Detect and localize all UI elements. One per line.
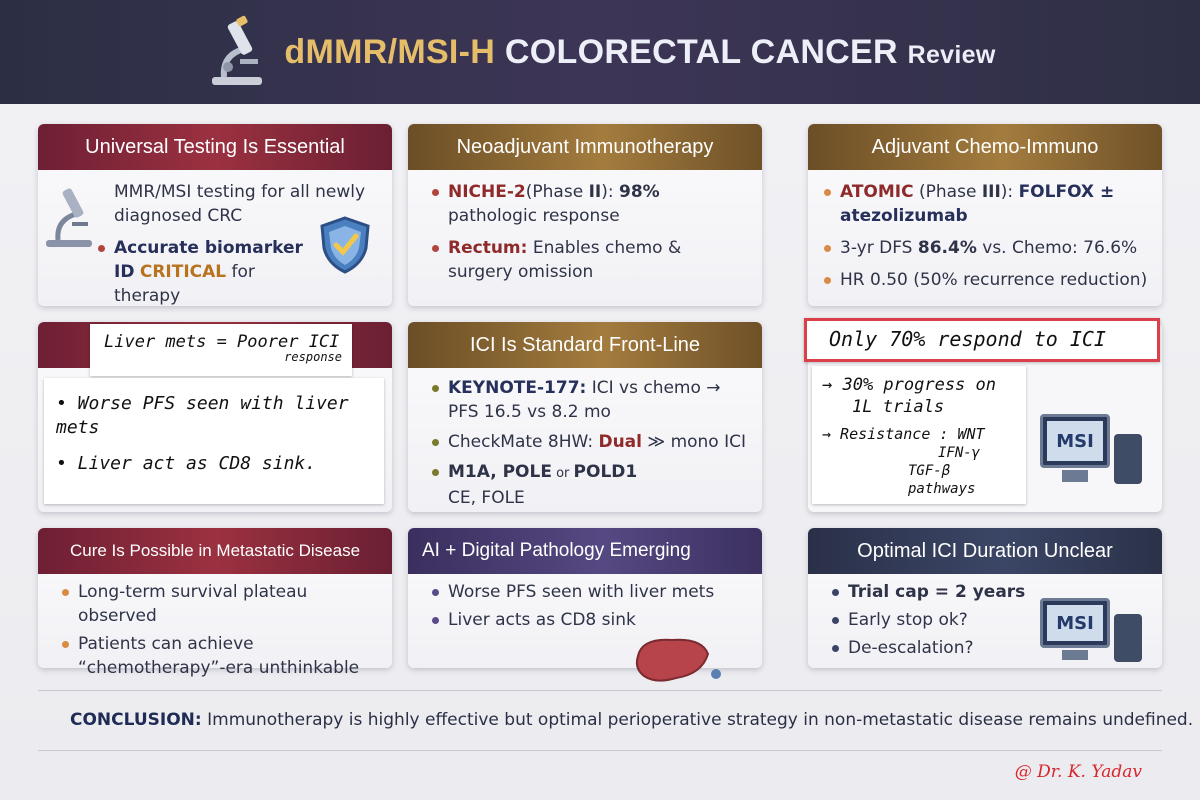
title-part-3: Review <box>907 40 996 69</box>
pole-line2: CE, FOLE <box>448 488 525 508</box>
conclusion: CONCLUSION: Immunotherapy is highly effe… <box>70 710 1193 730</box>
universal-p2-rest: for therapy <box>114 262 255 306</box>
page-title: dMMR/MSI-H COLORECTAL CANCER Review <box>284 33 995 72</box>
ici-point-3: M1A, POLE or POLD1 CE, FOLE <box>430 460 746 510</box>
msi-badge: MSI <box>1047 605 1103 641</box>
neoadjuvant-point-2: Rectum: Enables chemo & surgery omission <box>430 236 746 284</box>
card-universal-title: Universal Testing Is Essential <box>38 124 392 170</box>
niche2-rest: pathologic response <box>448 206 620 226</box>
adjuvant-point-2: 3-yr DFS 86.4% vs. Chemo: 76.6% <box>822 236 1154 260</box>
dfs-c: vs. Chemo: 76.6% <box>976 238 1138 258</box>
ici-point-2: CheckMate 8HW: Dual ≫ mono ICI <box>430 430 746 454</box>
card-duration: Optimal ICI Duration Unclear Trial cap =… <box>808 528 1162 668</box>
dfs-a: 3-yr DFS <box>840 238 918 258</box>
page-header: dMMR/MSI-H COLORECTAL CANCER Review <box>0 0 1200 104</box>
universal-point-1: MMR/MSI testing for all newly diagnosed … <box>114 182 366 226</box>
niche2-label: NICHE-2 <box>448 182 526 202</box>
liver-note-line2: response <box>284 350 342 364</box>
separator-top <box>38 690 1162 691</box>
card-liver-note: Liver mets = Poorer ICI response • Worse… <box>38 322 392 512</box>
duration-point-2: Early stop ok? <box>830 608 1146 632</box>
cure-point-2: Patients can achieve “chemotherapy”-era … <box>60 632 376 680</box>
atomic-phase-b: III <box>981 182 1001 202</box>
msi-computer-icon: MSI <box>1040 414 1146 488</box>
pole-b: or <box>551 466 574 481</box>
neoadjuvant-point-1: NICHE-2(Phase II): 98% pathologic respon… <box>430 180 746 228</box>
niche2-phase-c: ): <box>601 182 619 202</box>
msi-computer-icon: MSI <box>1040 598 1146 664</box>
liver-body-note: • Worse PFS seen with liver mets • Liver… <box>44 378 384 504</box>
card-adjuvant-title: Adjuvant Chemo-Immuno <box>808 124 1162 170</box>
atomic-drug: FOLFOX ± atezolizumab <box>840 182 1115 226</box>
shield-check-icon <box>320 216 370 274</box>
respond-note-5: TGF-β pathways <box>908 463 976 497</box>
atomic-phase-a: (Phase <box>913 182 982 202</box>
respond-note-4: IFN-γ <box>938 445 981 461</box>
card-ai-title: AI + Digital Pathology Emerging <box>408 528 762 574</box>
card-adjuvant: Adjuvant Chemo-Immuno ATOMIC (Phase III)… <box>808 124 1162 306</box>
niche2-phase-b: II <box>588 182 602 202</box>
respond-note-2: 1L trials <box>852 397 945 417</box>
adjuvant-point-1: ATOMIC (Phase III): FOLFOX ± atezolizuma… <box>822 180 1154 228</box>
liver-header-note: Liver mets = Poorer ICI response <box>90 324 352 376</box>
respond-note-1: → 30% progress on <box>822 375 996 395</box>
ai-point-2: Liver acts as CD8 sink <box>430 608 746 632</box>
separator-bottom <box>38 750 1162 751</box>
card-duration-title: Optimal ICI Duration Unclear <box>808 528 1162 574</box>
liver-note-line1: Liver mets = Poorer ICI <box>104 332 340 352</box>
adjuvant-point-3: HR 0.50 (50% recurrence reduction) <box>822 268 1154 292</box>
rectum-rest: Enables chemo & surgery omission <box>448 238 682 282</box>
ai-point-1: Worse PFS seen with liver mets <box>430 580 746 604</box>
pole-a: M1A, POLE <box>448 462 552 482</box>
respond-note-3: → Resistance : WNT <box>822 425 985 443</box>
atomic-label: ATOMIC <box>840 182 914 202</box>
universal-point-2: Accurate biomarker ID CRITICAL for thera… <box>96 236 306 308</box>
card-ai: AI + Digital Pathology Emerging Worse PF… <box>408 528 762 682</box>
niche2-phase-a: (Phase <box>525 182 589 202</box>
card-universal-testing: Universal Testing Is Essential MMR/MSI t… <box>38 124 392 306</box>
liver-icon <box>635 638 721 682</box>
microscope-icon <box>212 15 263 85</box>
card-cure: Cure Is Possible in Metastatic Disease L… <box>38 528 392 678</box>
checkmate-a: CheckMate 8HW: <box>448 432 599 452</box>
card-neoadjuvant: Neoadjuvant Immunotherapy NICHE-2(Phase … <box>408 124 762 306</box>
card-ici-title: ICI Is Standard Front-Line <box>408 322 762 368</box>
card-respond-note: Only 70% respond to ICI → 30% progress o… <box>804 318 1162 512</box>
msi-badge: MSI <box>1047 421 1103 461</box>
respond-note-header: Only 70% respond to ICI <box>829 327 1106 351</box>
conclusion-text: Immunotherapy is highly effective but op… <box>201 710 1194 730</box>
card-cure-title: Cure Is Possible in Metastatic Disease <box>38 528 392 574</box>
conclusion-label: CONCLUSION: <box>70 710 202 730</box>
liver-note-point-2: • Liver act as CD8 sink. <box>56 453 317 474</box>
title-part-1: dMMR/MSI-H <box>284 32 496 71</box>
atomic-phase-c: ): <box>1000 182 1019 202</box>
respond-body-note: → 30% progress on 1L trials → Resistance… <box>812 366 1026 504</box>
duration-point-3: De-escalation? <box>830 636 1146 660</box>
cure-point-1: Long-term survival plateau observed <box>60 580 376 628</box>
checkmate-c: ≫ mono ICI <box>641 432 747 452</box>
keynote-label: KEYNOTE-177: <box>448 378 587 398</box>
keynote-rest: ICI vs chemo → <box>586 378 721 398</box>
ici-point-1: KEYNOTE-177: ICI vs chemo → PFS 16.5 vs … <box>430 376 746 424</box>
author-signature: @ Dr. K. Yadav <box>1014 762 1142 782</box>
liver-note-point-1: • Worse PFS seen with liver mets <box>56 393 349 438</box>
checkmate-b: Dual <box>598 432 642 452</box>
microscope-icon <box>46 188 92 247</box>
keynote-line2: PFS 16.5 vs 8.2 mo <box>448 402 611 422</box>
card-ici-standard: ICI Is Standard Front-Line KEYNOTE-177: … <box>408 322 762 512</box>
universal-p2-bold: Accurate biomarker ID <box>114 238 303 282</box>
pole-c: POLD1 <box>573 462 638 482</box>
card-neoadjuvant-title: Neoadjuvant Immunotherapy <box>408 124 762 170</box>
niche2-pct: 98% <box>618 182 660 202</box>
title-part-2: COLORECTAL CANCER <box>504 32 898 71</box>
rectum-label: Rectum: <box>448 238 528 258</box>
duration-point-1: Trial cap = 2 years <box>830 580 1146 604</box>
universal-p2-critical: CRITICAL <box>139 262 227 282</box>
respond-header-note: Only 70% respond to ICI <box>804 318 1160 362</box>
dfs-b: 86.4% <box>917 238 977 258</box>
